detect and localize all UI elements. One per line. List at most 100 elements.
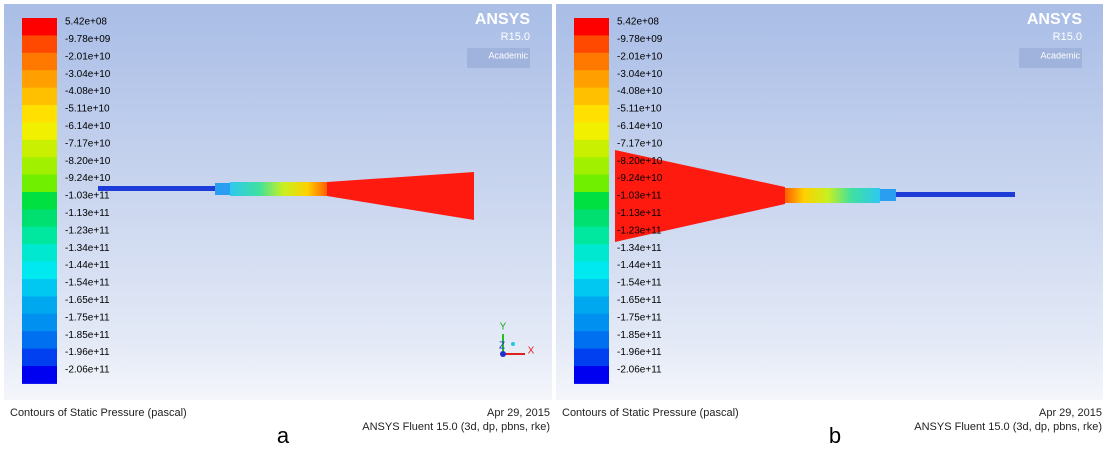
- legend-band: [574, 140, 609, 158]
- legend-label: -1.03e+11: [65, 191, 110, 202]
- triad-up-label: Y: [500, 322, 507, 333]
- legend-label: -2.06e+11: [617, 365, 662, 376]
- legend-band: [574, 122, 609, 140]
- legend-label: -1.23e+11: [65, 225, 110, 236]
- logo-edition: Academic: [1040, 50, 1080, 60]
- legend-label: -1.34e+11: [617, 243, 662, 254]
- legend-label: -3.04e+10: [65, 69, 111, 80]
- legend-label: -1.54e+11: [65, 278, 110, 289]
- legend-label: -7.17e+10: [65, 138, 111, 149]
- legend-band: [574, 296, 609, 314]
- legend-band: [22, 314, 57, 332]
- date: Apr 29, 2015: [1039, 407, 1102, 419]
- legend-band: [574, 262, 609, 280]
- legend-label: -2.01e+10: [65, 51, 111, 62]
- date: Apr 29, 2015: [487, 407, 550, 419]
- legend-label: -9.78e+09: [65, 34, 111, 45]
- legend-band: [574, 244, 609, 262]
- figure: 5.42e+08 -9.78e+09 -2.01e+10 -3.04e+10 -4.08…: [0, 0, 1105, 458]
- legend-label: 5.42e+08: [617, 17, 659, 28]
- legend-label: -1.85e+11: [617, 330, 662, 341]
- legend-label: -1.96e+11: [65, 347, 110, 358]
- legend-band: [22, 331, 57, 349]
- panel-label: b: [829, 423, 841, 448]
- legend-band: [574, 227, 609, 245]
- legend-label: -9.24e+10: [617, 173, 663, 184]
- logo-brand: ANSYS: [475, 11, 530, 28]
- legend-band: [574, 192, 609, 210]
- triad-side-label: X: [528, 346, 535, 357]
- legend-band: [574, 314, 609, 332]
- legend-label: -1.65e+11: [617, 295, 662, 306]
- legend-label: -4.08e+10: [65, 86, 111, 97]
- software: ANSYS Fluent 15.0 (3d, dp, pbns, rke): [914, 421, 1102, 433]
- logo-brand: ANSYS: [1027, 11, 1082, 28]
- software: ANSYS Fluent 15.0 (3d, dp, pbns, rke): [362, 421, 550, 433]
- legend-label: -1.44e+11: [617, 260, 662, 271]
- legend-label: -1.34e+11: [65, 243, 110, 254]
- logo-version: R15.0: [501, 31, 530, 43]
- legend-label: -1.54e+11: [617, 278, 662, 289]
- legend-label: -2.01e+10: [617, 51, 663, 62]
- legend-band: [22, 279, 57, 297]
- legend-label: -1.23e+11: [617, 225, 662, 236]
- legend-band: [22, 105, 57, 123]
- legend-label: -3.04e+10: [617, 69, 663, 80]
- legend-label: -8.20e+10: [617, 156, 663, 167]
- legend-label: -8.20e+10: [65, 156, 111, 167]
- legend-label: -1.75e+11: [617, 312, 662, 323]
- triad-center: [500, 351, 506, 357]
- legend-label: -1.96e+11: [617, 347, 662, 358]
- legend-band: [22, 175, 57, 193]
- legend-band: [574, 157, 609, 175]
- legend-label: -6.14e+10: [617, 121, 663, 132]
- legend-band: [22, 18, 57, 36]
- legend-label: -4.08e+10: [617, 86, 663, 97]
- legend-band: [22, 70, 57, 88]
- legend-band: [22, 122, 57, 140]
- legend-band: [22, 244, 57, 262]
- legend-label: -6.14e+10: [65, 121, 111, 132]
- legend-band: [22, 262, 57, 280]
- legend-band: [574, 88, 609, 106]
- legend-band: [574, 53, 609, 71]
- legend-band: [22, 35, 57, 53]
- legend-band: [574, 175, 609, 193]
- legend-band: [574, 35, 609, 53]
- logo-version: R15.0: [1053, 31, 1082, 43]
- legend-band: [22, 227, 57, 245]
- legend-band: [574, 18, 609, 36]
- legend-label: -1.75e+11: [65, 312, 110, 323]
- legend-band: [22, 349, 57, 367]
- legend-label: -9.78e+09: [617, 34, 663, 45]
- triad-dot: [511, 342, 515, 346]
- legend-label: -9.24e+10: [65, 173, 111, 184]
- legend-band: [574, 209, 609, 227]
- caption: Contours of Static Pressure (pascal): [562, 407, 739, 419]
- legend-label: -2.06e+11: [65, 365, 110, 376]
- legend-band: [22, 157, 57, 175]
- legend-band: [574, 279, 609, 297]
- legend-label: 5.42e+08: [65, 17, 107, 28]
- legend-band: [22, 53, 57, 71]
- legend-band: [574, 331, 609, 349]
- legend-band: [574, 105, 609, 123]
- legend-label: -1.13e+11: [65, 208, 110, 219]
- legend-label: -5.11e+10: [617, 104, 662, 115]
- legend-band: [574, 366, 609, 384]
- caption: Contours of Static Pressure (pascal): [10, 407, 187, 419]
- panel-label: a: [277, 423, 290, 448]
- legend-band: [22, 140, 57, 158]
- legend-label: -5.11e+10: [65, 104, 110, 115]
- legend-band: [22, 88, 57, 106]
- legend-band: [22, 366, 57, 384]
- legend-band: [574, 70, 609, 88]
- legend-label: -1.03e+11: [617, 191, 662, 202]
- legend-label: -1.13e+11: [617, 208, 662, 219]
- legend-band: [574, 349, 609, 367]
- legend-label: -1.65e+11: [65, 295, 110, 306]
- triad-center-label: Z: [499, 341, 505, 352]
- legend-label: -1.44e+11: [65, 260, 110, 271]
- legend-label: -1.85e+11: [65, 330, 110, 341]
- legend-band: [22, 296, 57, 314]
